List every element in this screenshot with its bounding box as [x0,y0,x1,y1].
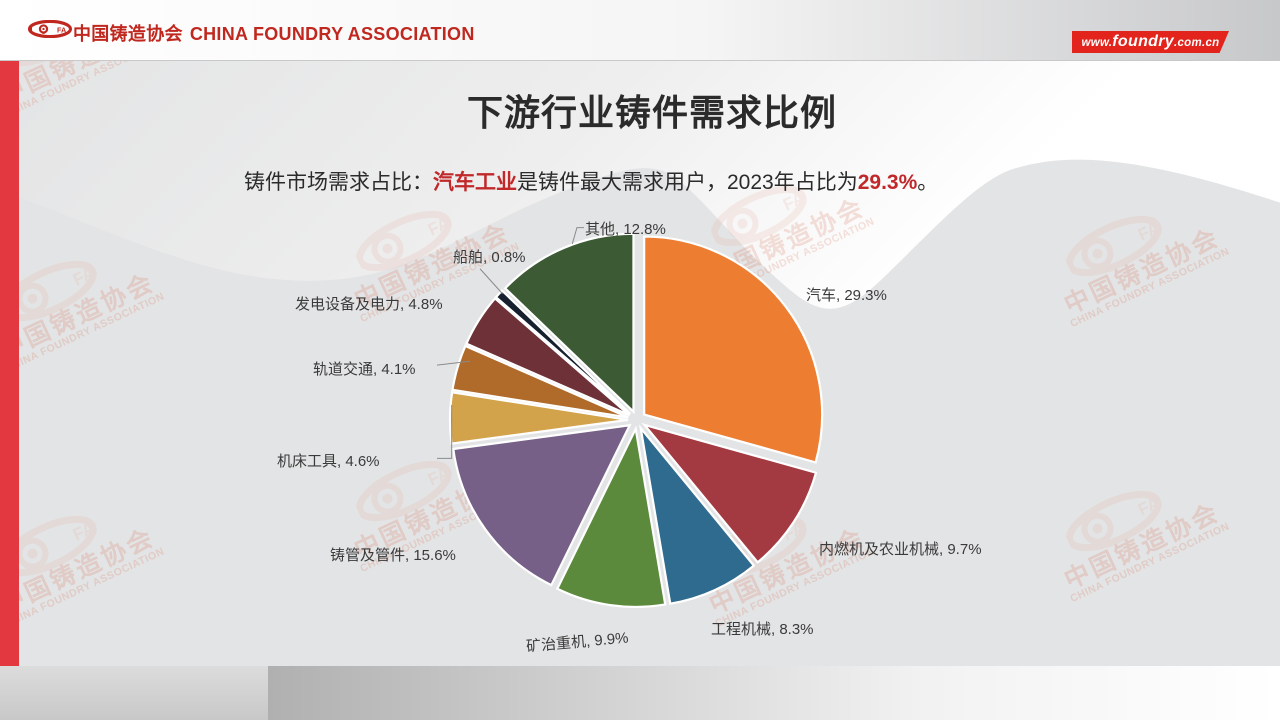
svg-text:FA: FA [57,25,66,34]
